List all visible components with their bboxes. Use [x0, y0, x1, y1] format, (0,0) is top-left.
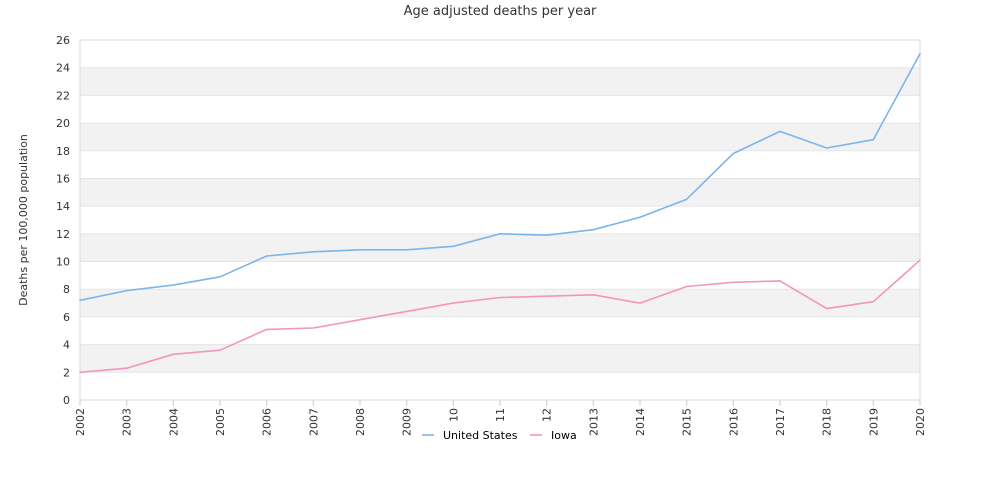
series-line: [79, 259, 921, 374]
x-axis: 2002 2003 2004 2005 2006 2007 2008 2009 10 11 12 20…: [74, 400, 927, 436]
y-tick-label: 14: [56, 200, 70, 213]
y-axis-label: Deaths per 100,000 population: [17, 134, 30, 306]
series-layer: [79, 52, 921, 374]
chart-title: Age adjusted deaths per year: [404, 4, 597, 19]
y-tick-label: 10: [56, 256, 70, 269]
y-tick-label: 12: [56, 228, 70, 241]
x-tick-label: 2018: [821, 408, 834, 436]
x-tick-label: 2016: [727, 408, 740, 436]
x-tick-label: 11: [494, 408, 507, 422]
y-tick-label: 18: [56, 145, 70, 158]
y-tick-label: 24: [56, 62, 70, 75]
x-tick-label: 2009: [401, 408, 414, 436]
x-tick-label: 12: [541, 408, 554, 422]
x-tick-label: 2003: [121, 408, 134, 436]
grid-band: [80, 233, 920, 262]
x-tick-label: 2004: [167, 408, 180, 436]
x-tick-label: 2005: [214, 408, 227, 436]
legend-label: United States: [443, 429, 518, 442]
grid-band: [80, 289, 920, 317]
grid-band: [80, 123, 920, 151]
x-tick-label: 2002: [74, 408, 87, 436]
x-tick-label: 2020: [914, 408, 927, 436]
y-tick-label: 0: [63, 394, 70, 407]
grid-band: [80, 67, 920, 96]
y-tick-label: 22: [56, 89, 70, 102]
x-tick-label: 10: [447, 408, 460, 422]
x-tick-label: 2006: [261, 408, 274, 436]
y-tick-label: 26: [56, 34, 70, 47]
x-tick-label: 2017: [774, 408, 787, 436]
x-tick-label: 2015: [681, 408, 694, 436]
legend-label: Iowa: [551, 429, 577, 442]
y-tick-label: 16: [56, 172, 70, 185]
y-tick-label: 6: [63, 311, 70, 324]
legend: United States Iowa: [422, 429, 577, 442]
y-tick-label: 2: [63, 366, 70, 379]
y-tick-label: 4: [63, 339, 70, 352]
x-tick-label: 2008: [354, 408, 367, 436]
grid-band: [80, 178, 920, 207]
x-tick-label: 2007: [307, 408, 320, 436]
y-tick-label: 8: [63, 283, 70, 296]
series-line: [79, 52, 921, 302]
grid-band: [80, 344, 920, 373]
y-tick-label: 20: [56, 117, 70, 130]
x-tick-label: 2013: [587, 408, 600, 436]
x-tick-label: 2014: [634, 408, 647, 436]
x-tick-label: 2019: [867, 408, 880, 436]
grid-bands: [80, 67, 920, 373]
